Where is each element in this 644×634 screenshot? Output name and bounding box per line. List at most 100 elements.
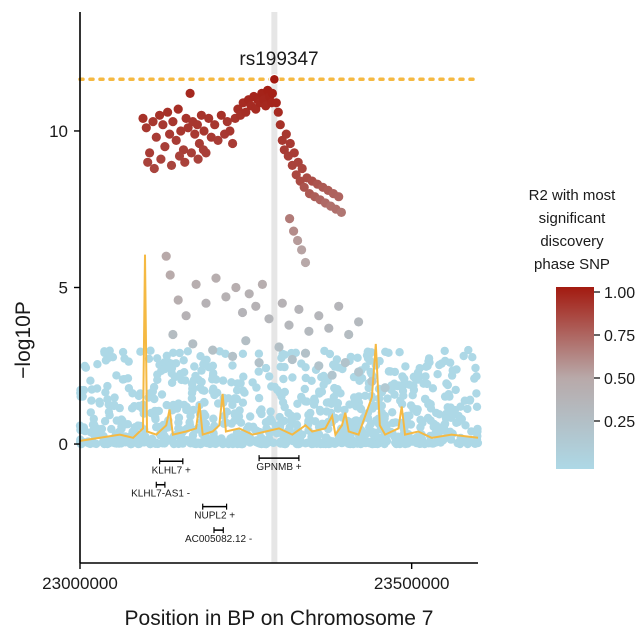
snp-point (183, 347, 192, 356)
snp-point (150, 406, 160, 416)
snp-point (346, 352, 355, 362)
lead-snp-point (269, 74, 280, 85)
snp-point (158, 120, 168, 130)
snp-point (228, 400, 237, 410)
snp-point (334, 301, 344, 311)
snp-point (189, 376, 198, 385)
snp-point (228, 361, 237, 370)
snp-point (196, 352, 205, 361)
snp-point (340, 405, 349, 415)
snp-point (395, 348, 404, 357)
snp-point (251, 301, 261, 311)
legend-title-line-1: R2 with most (529, 187, 617, 204)
snp-point (244, 289, 254, 299)
snp-point (356, 439, 365, 449)
snp-point (285, 214, 295, 224)
snp-point (236, 435, 245, 444)
snp-point (121, 420, 130, 429)
snp-point (211, 273, 221, 283)
snp-point (87, 385, 97, 394)
snp-point (110, 400, 119, 410)
snp-point (285, 138, 295, 149)
snp-point (238, 398, 248, 407)
snp-point (174, 413, 184, 422)
snp-point (176, 369, 185, 379)
snp-point (168, 117, 178, 127)
snp-point (353, 353, 362, 362)
snp-point (250, 425, 260, 434)
snp-point (441, 414, 451, 423)
snp-point (254, 349, 264, 358)
snp-point (230, 416, 239, 425)
snp-point (258, 434, 267, 443)
snp-point (267, 88, 277, 98)
snp-point (328, 398, 337, 407)
snp-point (435, 360, 444, 370)
snp-point (179, 356, 188, 365)
snp-point (238, 349, 248, 358)
snp-point (324, 439, 334, 449)
snp-point (412, 438, 421, 448)
snp-point (451, 385, 460, 395)
snp-point (321, 433, 331, 442)
snp-point (390, 379, 399, 388)
snp-point (337, 438, 346, 447)
snp-point (163, 107, 173, 117)
snp-point (269, 438, 278, 447)
snp-point (201, 298, 211, 308)
snp-point (318, 419, 327, 428)
snp-point (87, 396, 96, 405)
snp-point (452, 418, 461, 427)
snp-point (200, 398, 209, 407)
snp-point (438, 436, 448, 445)
snp-point (86, 376, 95, 385)
y-tick-label: 5 (59, 279, 68, 298)
snp-point (297, 392, 306, 402)
snp-point (213, 135, 223, 145)
x-tick-label: 23500000 (374, 574, 450, 593)
snp-point (196, 110, 206, 120)
snp-point (159, 438, 168, 447)
snp-point (167, 378, 177, 387)
snp-point (277, 392, 286, 401)
snp-point (463, 404, 472, 414)
snp-point (431, 429, 440, 438)
snp-point (162, 400, 171, 410)
legend: R2 with most significant discovery phase… (529, 187, 635, 469)
snp-point (252, 383, 261, 392)
snp-point (428, 384, 438, 393)
snp-point (197, 366, 206, 375)
legend-title-line-4: phase SNP (534, 256, 610, 273)
snp-point (257, 405, 266, 414)
snp-point (308, 437, 317, 446)
snp-point (190, 129, 200, 139)
snp-point (369, 428, 378, 437)
snp-point (300, 384, 309, 394)
snp-point (169, 439, 179, 449)
snp-point (354, 367, 364, 377)
snp-point (444, 390, 453, 399)
snp-point (433, 370, 442, 379)
snp-point (299, 182, 309, 192)
snp-point (336, 207, 346, 217)
snp-point (222, 439, 232, 448)
snp-point (186, 148, 196, 158)
snp-point (127, 404, 137, 413)
snp-point (100, 347, 109, 356)
snp-point (155, 110, 165, 120)
snp-point (422, 379, 432, 389)
snp-point (350, 398, 359, 407)
snp-point (421, 394, 430, 404)
snp-point (148, 117, 158, 127)
snp-point (187, 394, 197, 403)
snp-point (280, 362, 289, 372)
snp-point (452, 365, 461, 374)
snp-point (473, 431, 482, 441)
snp-point (208, 361, 218, 370)
snp-point (266, 407, 275, 416)
snp-point (89, 439, 99, 448)
snp-point (86, 408, 96, 417)
snp-point (90, 425, 100, 435)
legend-title-line-2: significant (539, 210, 607, 227)
snp-point (126, 439, 135, 449)
